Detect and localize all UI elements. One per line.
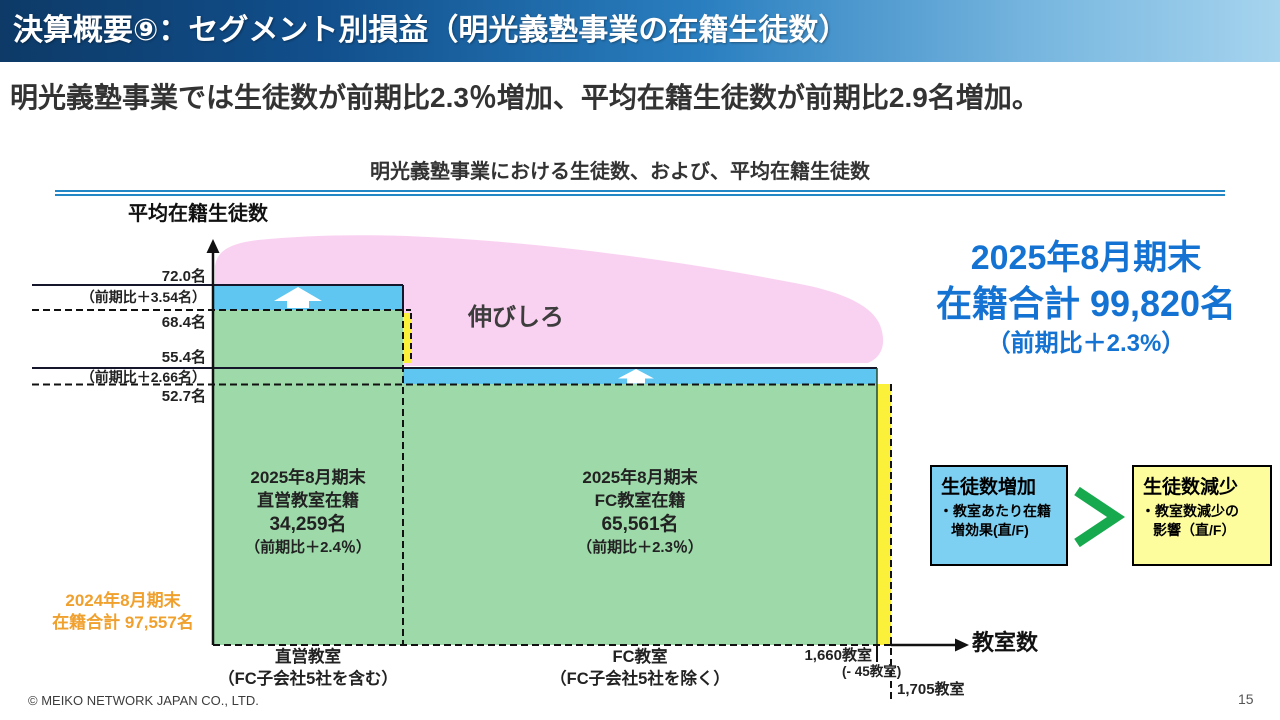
- student-decrease-bullet-1: ・教室数減少の: [1141, 503, 1239, 519]
- student-decrease-bullet-2: 影響（直/F）: [1153, 522, 1236, 538]
- y-axis-arrowhead-icon: [206, 239, 220, 253]
- x-axis-title: 教室数: [972, 630, 1039, 655]
- y-label-684: 68.4名: [161, 314, 206, 331]
- student-increase-box: 生徒数増加 ・教室あたり在籍 増効果(直/F): [930, 465, 1068, 566]
- x-category-direct-name: 直営教室: [275, 648, 341, 666]
- bar-direct-value: 34,259名: [269, 514, 347, 535]
- x-category-fc-note: （FC子会社5社を除く）: [550, 669, 730, 688]
- x-axis-arrowhead-icon: [955, 638, 969, 652]
- slide-header-bar: 決算概要⑨：セグメント別損益（明光義塾事業の在籍生徒数）: [0, 0, 1280, 62]
- slide-title: 決算概要⑨：セグメント別損益（明光義塾事業の在籍生徒数）: [13, 14, 849, 47]
- x-category-fc-name: FC教室: [612, 648, 668, 666]
- total-2024-value: 在籍合計 97,557名: [52, 613, 194, 632]
- page-number: 15: [1238, 691, 1254, 707]
- student-decrease-title: 生徒数減少: [1143, 477, 1239, 498]
- lead-summary: 明光義塾事業では生徒数が前期比2.3％増加、平均在籍生徒数が前期比2.9名増加。: [10, 82, 1040, 113]
- up-arrow-icon: [274, 287, 322, 308]
- y-label-527: 52.7名: [161, 388, 206, 405]
- bar-direct-yoy: （前期比＋2.4％）: [245, 539, 371, 556]
- total-2025-period: 2025年8月期末: [970, 239, 1202, 277]
- student-decrease-box: 生徒数減少 ・教室数減少の 影響（直/F）: [1132, 465, 1272, 566]
- total-2025-callout: 2025年8月期末 在籍合計 99,820名 （前期比＋2.3%）: [900, 236, 1272, 360]
- bar-fc-period: 2025年8月期末: [582, 468, 698, 487]
- total-2024-period: 2024年8月期末: [65, 591, 181, 610]
- student-increase-bullet-1: ・教室あたり在籍: [939, 503, 1051, 519]
- student-increase-title: 生徒数増加: [941, 477, 1037, 498]
- classrooms-change-label: (- 45教室): [842, 664, 902, 679]
- classrooms-2025-label: 1,660教室: [804, 647, 872, 664]
- x-category-direct-note: （FC子会社5社を含む）: [218, 669, 398, 688]
- y-axis-title: 平均在籍生徒数: [128, 203, 268, 225]
- bar-direct-green: [213, 310, 403, 645]
- bar-direct-period: 2025年8月期末: [250, 468, 366, 487]
- greater-than-icon: [1074, 486, 1126, 548]
- title-double-rule: [55, 190, 1225, 196]
- bar-fc-green: [403, 384, 877, 645]
- x-category-fc: FC教室 （FC子会社5社を除く）: [403, 647, 877, 690]
- bar-fc-value: 65,561名: [601, 514, 679, 535]
- direct-gap-strip: [404, 313, 411, 363]
- student-increase-bullet-2: 増効果(直/F): [951, 522, 1029, 538]
- x-category-direct: 直営教室 （FC子会社5社を含む）: [213, 647, 403, 690]
- classroom-decrease-strip: [877, 384, 891, 645]
- copyright-text: © MEIKO NETWORK JAPAN CO., LTD.: [28, 693, 259, 708]
- up-arrow-icon: [618, 369, 654, 384]
- growth-potential-label: 伸びしろ: [468, 304, 564, 331]
- bar-fc-label: 2025年8月期末 FC教室在籍 65,561名 （前期比＋2.3％）: [403, 466, 877, 558]
- y-label-554: 55.4名: [161, 349, 206, 366]
- chart-title: 明光義塾事業における生徒数、および、平均在籍生徒数: [370, 161, 870, 183]
- y-label-72: 72.0名: [161, 268, 206, 285]
- bar-direct-name: 直営教室在籍: [257, 491, 359, 510]
- y-label-yoy-266: （前期比＋2.66名）: [80, 369, 206, 385]
- classrooms-2024-label: 1,705教室: [897, 681, 965, 698]
- total-2025-yoy: （前期比＋2.3%）: [986, 330, 1186, 357]
- bar-fc-name: FC教室在籍: [594, 491, 686, 510]
- total-2024-callout: 2024年8月期末 在籍合計 97,557名: [28, 590, 218, 634]
- total-2025-value: 在籍合計 99,820名: [935, 283, 1237, 324]
- bar-fc-yoy: （前期比＋2.3％）: [577, 539, 703, 556]
- y-label-yoy-354: （前期比＋3.54名）: [80, 289, 206, 305]
- bar-direct-label: 2025年8月期末 直営教室在籍 34,259名 （前期比＋2.4％）: [213, 466, 403, 558]
